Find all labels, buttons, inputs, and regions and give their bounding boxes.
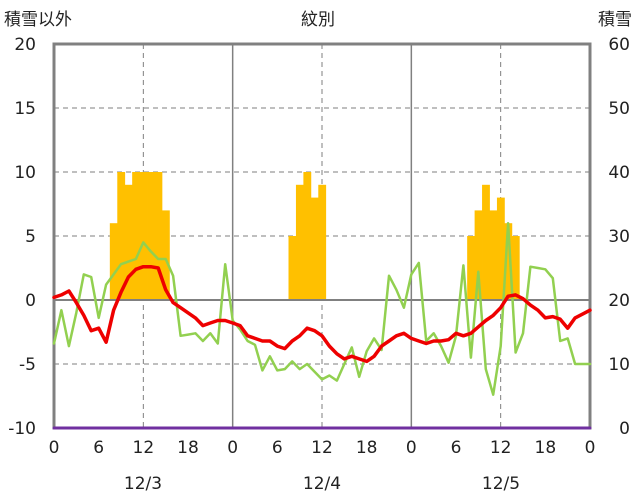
right-tick-label: 50: [608, 99, 630, 119]
snow-bar: [117, 172, 126, 300]
x-tick-label: 18: [356, 438, 378, 458]
left-tick-label: -5: [19, 355, 36, 375]
right-tick-label: 10: [608, 355, 630, 375]
snow-bar: [303, 172, 312, 300]
snow-bar: [511, 236, 520, 300]
series-line-red: [52, 264, 592, 364]
day-label-2: 12/4: [303, 474, 341, 494]
snow-bar: [147, 172, 155, 300]
x-tick-label: 12: [133, 438, 155, 458]
right-tick-label: 20: [608, 291, 630, 311]
right-axis-label: 積雪: [598, 10, 632, 30]
left-tick-label: -10: [8, 419, 36, 439]
snow-bar: [474, 210, 483, 300]
day-label-3: 12/5: [482, 474, 520, 494]
snow-bar: [504, 223, 513, 300]
x-tick-label: 6: [451, 438, 462, 458]
x-tick-label: 12: [490, 438, 512, 458]
snow-bar: [295, 184, 304, 300]
snow-bar: [161, 210, 170, 300]
snow-bar: [109, 223, 118, 300]
right-tick-label: 60: [608, 35, 630, 55]
x-tick-label: 18: [177, 438, 199, 458]
snow-bar: [496, 197, 505, 300]
chart-title: 紋別: [301, 10, 335, 30]
left-tick-label: 0: [25, 291, 36, 311]
x-tick-label: 12: [311, 438, 333, 458]
snow-bar: [310, 197, 319, 300]
snow-bars: [109, 172, 520, 300]
x-tick-label: 0: [227, 438, 238, 458]
snow-bar: [467, 236, 476, 300]
series-lines: [52, 221, 592, 430]
left-tick-label: 5: [25, 227, 36, 247]
x-tick-label: 0: [406, 438, 417, 458]
snow-bar: [318, 184, 327, 300]
snow-bar: [154, 172, 163, 300]
x-tick-label: 0: [49, 438, 60, 458]
left-tick-label: 20: [14, 35, 36, 55]
x-tick-label: 18: [535, 438, 557, 458]
left-axis-label: 積雪以外: [4, 10, 72, 30]
right-tick-label: 30: [608, 227, 630, 247]
snow-bar: [489, 210, 498, 300]
snow-bar: [482, 184, 490, 300]
right-tick-label: 40: [608, 163, 630, 183]
series-line-green: [52, 221, 592, 396]
snow-bar: [288, 236, 297, 300]
snow-bar: [124, 184, 133, 300]
right-tick-label: 0: [619, 419, 630, 439]
x-tick-label: 6: [272, 438, 283, 458]
left-tick-label: 15: [14, 99, 36, 119]
snow-bar: [132, 172, 141, 300]
left-tick-label: 10: [14, 163, 36, 183]
day-label-1: 12/3: [124, 474, 162, 494]
snow-bar: [139, 172, 148, 300]
x-tick-label: 6: [93, 438, 104, 458]
x-tick-label: 0: [585, 438, 596, 458]
